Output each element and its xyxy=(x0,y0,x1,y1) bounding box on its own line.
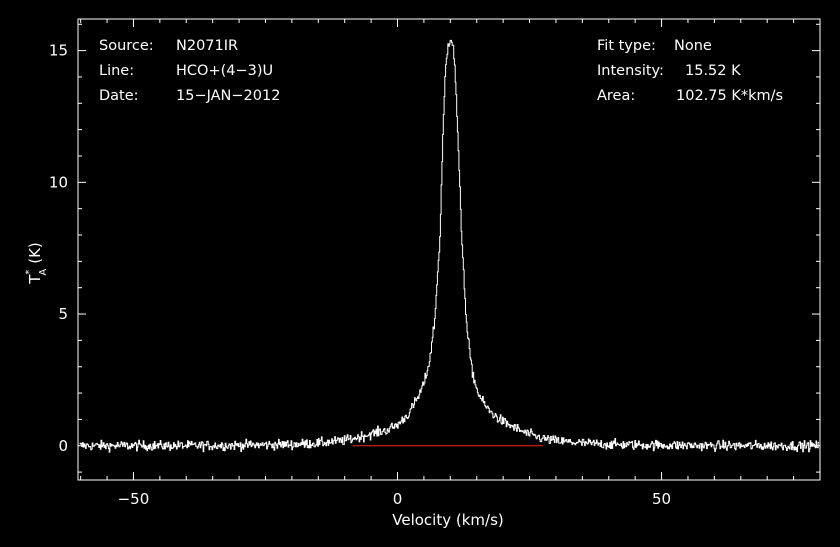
x-tick-label: 50 xyxy=(652,490,671,508)
fit-label: Fit type: xyxy=(597,38,656,54)
x-tick-label: 0 xyxy=(393,490,403,508)
x-tick-label: −50 xyxy=(118,490,150,508)
y-tick-label: 10 xyxy=(49,173,68,191)
spectrum-line xyxy=(79,39,819,453)
info-right: Fit type: None Intensity: 15.52 K Area: … xyxy=(597,38,783,104)
line-label: Line: xyxy=(99,63,134,79)
tick-layer: −50 0 50 0 5 10 15 xyxy=(49,19,821,508)
svg-text:T*A(K): T* A (K) xyxy=(24,242,49,285)
date-value: 15−JAN−2012 xyxy=(176,88,280,104)
date-label: Date: xyxy=(99,88,139,104)
y-axis-title: T* A (K) xyxy=(24,242,49,285)
y-axis-title-unit: (K) xyxy=(26,242,44,264)
area-value: 102.75 K*km/s xyxy=(676,88,783,104)
y-tick-label: 15 xyxy=(49,42,68,60)
area-label: Area: xyxy=(597,88,635,104)
info-left: Source: N2071IR Line: HCO+(4−3)U Date: 1… xyxy=(99,38,280,104)
fit-value: None xyxy=(674,38,712,54)
line-value: HCO+(4−3)U xyxy=(176,63,273,79)
source-value: N2071IR xyxy=(176,38,238,54)
y-axis-title-sup: * xyxy=(24,270,35,275)
y-tick-label: 5 xyxy=(58,305,68,323)
y-axis-title-sub: A xyxy=(38,269,49,276)
x-axis-title: Velocity (km/s) xyxy=(392,511,503,529)
intensity-label: Intensity: xyxy=(597,63,664,79)
y-axis-title-main: T xyxy=(26,274,44,285)
source-label: Source: xyxy=(99,38,154,54)
series-layer xyxy=(79,39,819,453)
y-tick-label: 0 xyxy=(58,437,68,455)
axes-frame xyxy=(77,18,821,481)
intensity-value: 15.52 K xyxy=(685,63,741,79)
